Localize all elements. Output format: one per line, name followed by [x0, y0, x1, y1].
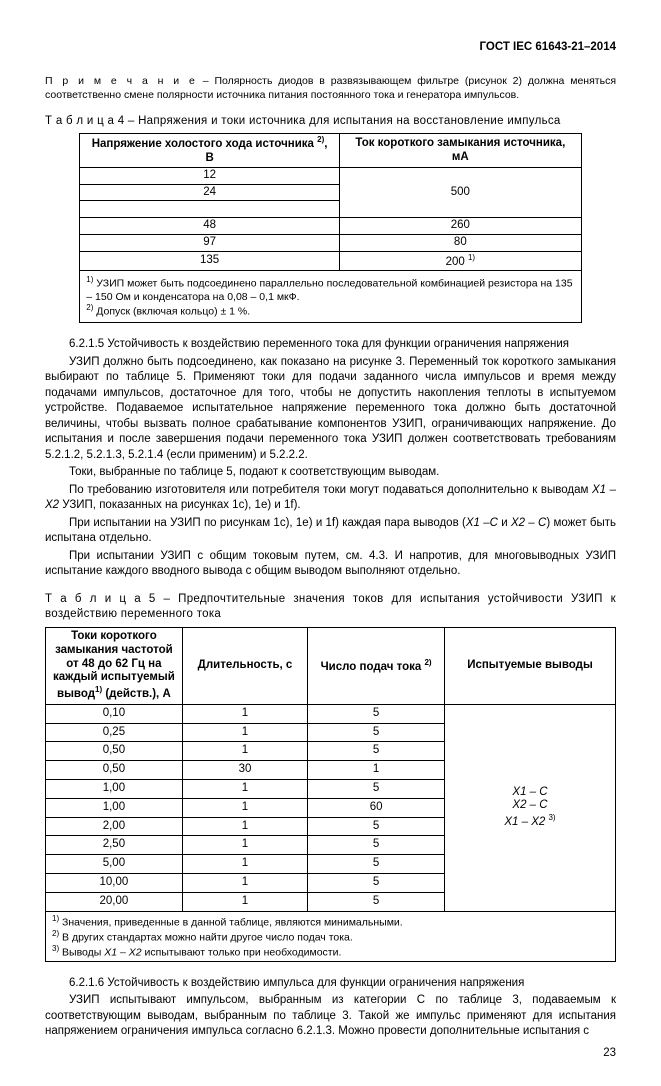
t5-h2: Длительность, с: [182, 627, 307, 704]
note-label: П р и м е ч а н и е: [45, 75, 197, 87]
t4-r5c2: 200 1): [339, 251, 581, 271]
t5-r2c1: 1: [182, 742, 307, 761]
t5-r7c0: 2,50: [46, 836, 183, 855]
table4: Напряжение холостого хода источника 2), …: [79, 133, 581, 323]
p-6215-c: По требованию изготовителя или потребите…: [45, 483, 616, 514]
t4-h2: Ток короткого замыкания источника, мА: [339, 134, 581, 167]
t5-r5c0: 1,00: [46, 798, 183, 817]
t4-r4c2: 80: [339, 234, 581, 251]
t4-r3c2: 260: [339, 218, 581, 235]
p-6216-a: УЗИП испытывают импульсом, выбранным из …: [45, 993, 616, 1040]
p-6215-title: 6.2.1.5 Устойчивость к воздействию перем…: [45, 337, 616, 353]
t5-r3c1: 30: [182, 761, 307, 780]
t5-r7c1: 1: [182, 836, 307, 855]
p-6215-b: Токи, выбранные по таблице 5, подают к с…: [45, 465, 616, 481]
t5-r4c2: 5: [308, 779, 445, 798]
t5-r3c2: 1: [308, 761, 445, 780]
t5-r6c0: 2,00: [46, 817, 183, 836]
t5-r2c2: 5: [308, 742, 445, 761]
t5-r7c2: 5: [308, 836, 445, 855]
t5-h4: Испытуемые выводы: [444, 627, 615, 704]
t4-h1: Напряжение холостого хода источника 2), …: [80, 134, 340, 167]
t4-empty: [80, 201, 340, 218]
t5-h3: Число подач тока 2): [308, 627, 445, 704]
t5-r6c1: 1: [182, 817, 307, 836]
t4-r2c1: 24: [80, 184, 340, 201]
t5-r8c0: 5,00: [46, 855, 183, 874]
t5-r4c1: 1: [182, 779, 307, 798]
t4-r1c1: 12: [80, 167, 340, 184]
t5-r1c0: 0,25: [46, 723, 183, 742]
t4-r4c1: 97: [80, 234, 340, 251]
t4-footnotes: 1) УЗИП может быть подсоединено параллел…: [80, 271, 581, 323]
t4-r3c1: 48: [80, 218, 340, 235]
p-6215-e: При испытании УЗИП с общим токовым путем…: [45, 549, 616, 580]
t5-r6c2: 5: [308, 817, 445, 836]
table4-caption: Т а б л и ц а 4 – Напряжения и токи исто…: [45, 114, 616, 130]
t4-r1c2: 500: [339, 167, 581, 217]
t5-r0c0: 0,10: [46, 704, 183, 723]
t5-r4c0: 1,00: [46, 779, 183, 798]
t5-r9c1: 1: [182, 873, 307, 892]
t5-r9c0: 10,00: [46, 873, 183, 892]
t5-r8c2: 5: [308, 855, 445, 874]
p-6215-d: При испытании на УЗИП по рисункам 1с), 1…: [45, 516, 616, 547]
t5-r10c0: 20,00: [46, 892, 183, 911]
t5-r0c1: 1: [182, 704, 307, 723]
t5-footnotes: 1) Значения, приведенные в данной таблиц…: [46, 911, 616, 961]
t5-r8c1: 1: [182, 855, 307, 874]
t5-r1c2: 5: [308, 723, 445, 742]
t4-r5c1: 135: [80, 251, 340, 271]
t5-r9c2: 5: [308, 873, 445, 892]
note-block: П р и м е ч а н и е – Полярность диодов …: [45, 74, 616, 102]
t5-r5c2: 60: [308, 798, 445, 817]
t5-r5c1: 1: [182, 798, 307, 817]
p-6215-a: УЗИП должно быть подсоединено, как показ…: [45, 355, 616, 464]
t5-r10c1: 1: [182, 892, 307, 911]
t5-r3c0: 0,50: [46, 761, 183, 780]
t5-r2c0: 0,50: [46, 742, 183, 761]
table5: Токи короткого замыкания частотой от 48 …: [45, 627, 616, 962]
t5-r1c1: 1: [182, 723, 307, 742]
t5-outputs: Х1 – С Х2 – С Х1 – Х2 3): [444, 704, 615, 911]
p-6216-title: 6.2.1.6 Устойчивость к воздействию импул…: [45, 976, 616, 992]
t5-r10c2: 5: [308, 892, 445, 911]
doc-header: ГОСТ IEC 61643-21–2014: [45, 40, 616, 56]
t5-h1: Токи короткого замыкания частотой от 48 …: [46, 627, 183, 704]
page-number: 23: [45, 1046, 616, 1062]
table5-caption: Т а б л и ц а 5 – Предпочтительные значе…: [45, 592, 616, 623]
t5-r0c2: 5: [308, 704, 445, 723]
